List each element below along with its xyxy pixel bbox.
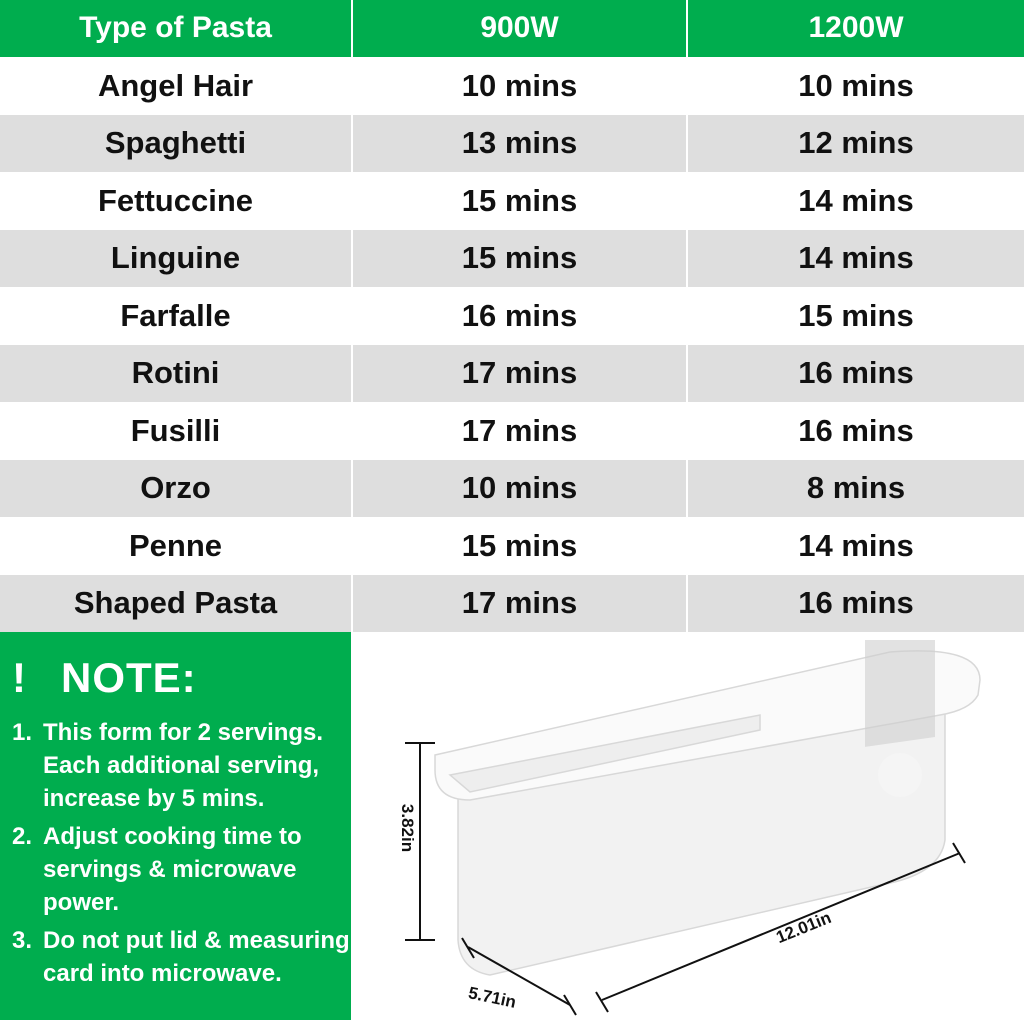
time-900w-cell: 16 mins bbox=[351, 287, 686, 344]
time-900w-cell: 10 mins bbox=[351, 57, 686, 114]
exclamation-icon: ! bbox=[12, 654, 27, 701]
time-1200w-cell: 8 mins bbox=[686, 460, 1024, 517]
time-1200w-cell: 14 mins bbox=[686, 517, 1024, 574]
time-900w-cell: 13 mins bbox=[351, 115, 686, 172]
pasta-type-cell: Rotini bbox=[0, 345, 351, 402]
pasta-type-cell: Spaghetti bbox=[0, 115, 351, 172]
time-900w-cell: 17 mins bbox=[351, 345, 686, 402]
note-panel: ! NOTE: 1. This form for 2 servings. Each … bbox=[0, 632, 351, 1020]
header-900w: 900W bbox=[351, 0, 686, 57]
table-row: Angel Hair 10 mins 10 mins bbox=[0, 57, 1024, 115]
pasta-type-cell: Angel Hair bbox=[97, 67, 254, 103]
table-row: Fusilli 17 mins 16 mins bbox=[0, 402, 1024, 460]
note-list: 1. This form for 2 servings. Each additio… bbox=[12, 716, 351, 990]
pasta-type-cell: Farfalle bbox=[120, 297, 231, 333]
time-900w-cell: 15 mins bbox=[351, 172, 686, 229]
pasta-type-cell: Fusilli bbox=[130, 412, 221, 448]
table-row: Farfalle 16 mins 15 mins bbox=[0, 287, 1024, 345]
time-900w-cell: 15 mins bbox=[351, 230, 686, 287]
time-900w-cell: 15 mins bbox=[351, 517, 686, 574]
note-item: 1. This form for 2 servings. Each additio… bbox=[12, 719, 324, 812]
time-1200w-cell: 14 mins bbox=[686, 172, 1024, 229]
table-row: Shaped Pasta 17 mins 16 mins bbox=[0, 575, 1024, 633]
time-1200w-cell: 12 mins bbox=[686, 115, 1024, 172]
table-row: Rotini 17 mins 16 mins bbox=[0, 345, 1024, 403]
cooking-time-table: Type of Pasta 900W 1200W Angel Hair 10 mi… bbox=[0, 0, 1024, 633]
time-1200w-cell: 16 mins bbox=[686, 402, 1024, 459]
time-900w-cell: 17 mins bbox=[351, 402, 686, 459]
pasta-cooker-illustration bbox=[405, 596, 981, 1016]
time-1200w-cell: 16 mins bbox=[686, 345, 1024, 402]
table-row: Penne 15 mins 14 mins bbox=[0, 517, 1024, 575]
table-header: Type of Pasta 900W 1200W bbox=[0, 0, 1024, 58]
header-pasta: Type of Pasta bbox=[0, 0, 351, 57]
height-label: 3.82in bbox=[398, 803, 418, 853]
time-1200w-cell: 16 mins bbox=[686, 575, 1024, 632]
pasta-type-cell: Linguine bbox=[0, 230, 351, 287]
time-900w-cell: 17 mins bbox=[351, 575, 686, 632]
product-image: 3.82in 5.71in 12.01in bbox=[380, 596, 1024, 1023]
time-1200w-cell: 14 mins bbox=[686, 230, 1024, 287]
table-row: Orzo 10 mins 8 mins bbox=[0, 460, 1024, 518]
note-title: ! NOTE: bbox=[12, 654, 197, 701]
table-row: Spaghetti 13 mins 12 mins bbox=[0, 115, 1024, 173]
header-1200w: 1200W bbox=[686, 0, 1024, 57]
pasta-type-cell: Fettuccine bbox=[97, 182, 254, 218]
table-row: Fettuccine 15 mins 14 mins bbox=[0, 172, 1024, 230]
table-row: Linguine 15 mins 14 mins bbox=[0, 230, 1024, 288]
time-1200w-cell: 10 mins bbox=[686, 57, 1024, 114]
pasta-type-cell: Penne bbox=[128, 527, 223, 563]
note-item: 2. Adjust cooking time to servings & micr… bbox=[12, 823, 302, 916]
time-1200w-cell: 15 mins bbox=[686, 287, 1024, 344]
note-item: 3. Do not put lid & measuring card into m… bbox=[12, 927, 350, 987]
time-900w-cell: 10 mins bbox=[351, 460, 686, 517]
pasta-type-cell: Shaped Pasta bbox=[0, 575, 351, 632]
pasta-type-cell: Orzo bbox=[0, 460, 351, 517]
